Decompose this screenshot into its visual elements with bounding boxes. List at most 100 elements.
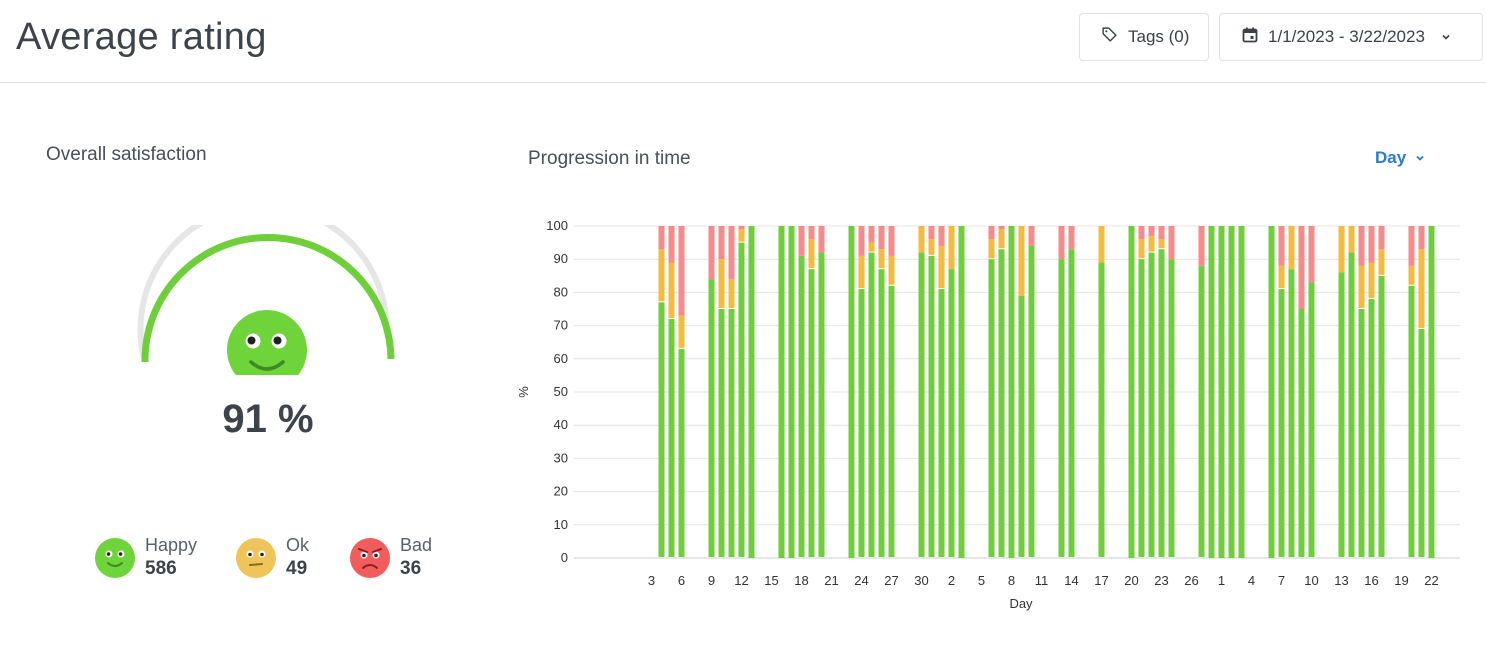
legend-bad-label: Bad (400, 535, 433, 555)
legend-happy: Happy 586 (95, 534, 197, 582)
x-tick-label: 6 (678, 573, 685, 588)
gauge-fill (141, 233, 395, 363)
bar-happy (888, 285, 895, 557)
bar-bad (708, 226, 715, 280)
bar-ok (1408, 265, 1415, 285)
bar-bad (878, 226, 885, 250)
happy-face-icon (95, 538, 135, 578)
x-tick-label: 1 (1218, 573, 1225, 588)
x-axis-label: Day (1009, 596, 1033, 611)
x-tick-label: 27 (884, 573, 898, 588)
x-tick-label: 17 (1094, 573, 1108, 588)
x-tick-label: 10 (1304, 573, 1318, 588)
bar-happy (1158, 249, 1165, 558)
x-tick-label: 16 (1364, 573, 1378, 588)
bar-happy (958, 226, 965, 558)
x-tick-label: 3 (648, 573, 655, 588)
bar-happy (1098, 262, 1105, 557)
bar-bad (1418, 226, 1425, 250)
page-title: Average rating (16, 16, 267, 58)
bar-ok (858, 255, 865, 289)
bar-happy (778, 226, 785, 558)
bar-happy (678, 348, 685, 557)
bar-bad (1358, 226, 1365, 266)
bar-bad (1158, 226, 1165, 240)
bar-happy (878, 269, 885, 557)
bar-happy (708, 279, 715, 557)
bar-happy (1198, 265, 1205, 557)
bar-happy (1298, 309, 1305, 557)
bar-happy (1278, 289, 1285, 557)
bar-bad (868, 226, 875, 243)
bar-ok (718, 259, 725, 308)
bar-bad (1378, 226, 1385, 250)
x-tick-label: 9 (708, 573, 715, 588)
bar-happy (1308, 282, 1315, 557)
bar-happy (1418, 328, 1425, 557)
x-tick-label: 23 (1154, 573, 1168, 588)
bar-happy (1018, 295, 1025, 557)
bar-bad (728, 226, 735, 280)
y-tick-label: 70 (554, 318, 568, 333)
bar-happy (728, 309, 735, 557)
bar-happy (1058, 259, 1065, 557)
bar-happy (848, 226, 855, 558)
bar-happy (1268, 226, 1275, 558)
neutral-face-icon (236, 538, 276, 578)
period-select[interactable]: Day (1375, 148, 1425, 168)
tags-filter-label: Tags (0) (1128, 27, 1190, 46)
bar-bad (718, 226, 725, 260)
x-tick-label: 8 (1008, 573, 1015, 588)
bar-bad (1298, 226, 1305, 309)
bar-ok (738, 229, 745, 242)
satisfaction-title: Overall satisfaction (46, 144, 207, 165)
bar-bad (988, 226, 995, 240)
bar-bad (658, 226, 665, 250)
y-tick-label: 90 (554, 251, 568, 266)
bar-bad (798, 226, 805, 256)
bar-ok (728, 279, 735, 308)
bar-bad (928, 226, 935, 240)
bar-bad (938, 226, 945, 246)
bar-happy (1288, 269, 1295, 557)
bar-happy (748, 226, 755, 558)
y-tick-label: 60 (554, 351, 568, 366)
bar-bad (1168, 226, 1175, 260)
bar-ok (918, 226, 925, 253)
bar-happy (808, 269, 815, 557)
bar-ok (888, 255, 895, 285)
bar-bad (1408, 226, 1415, 266)
bar-ok (1358, 265, 1365, 308)
bar-bad (1138, 226, 1145, 240)
bar-ok (928, 239, 935, 255)
bar-bad (1058, 226, 1065, 260)
x-tick-label: 22 (1424, 573, 1438, 588)
bar-happy (1008, 226, 1015, 558)
y-tick-label: 50 (554, 384, 568, 399)
progression-title: Progression in time (528, 148, 691, 169)
x-tick-label: 26 (1184, 573, 1198, 588)
bar-ok (1018, 226, 1025, 296)
x-tick-label: 12 (734, 573, 748, 588)
x-tick-label: 24 (854, 573, 868, 588)
bar-ok (678, 315, 685, 348)
bar-bad (1148, 226, 1155, 236)
bar-happy (928, 255, 935, 557)
satisfaction-gauge (130, 203, 406, 390)
y-tick-label: 10 (554, 517, 568, 532)
bar-happy (988, 259, 995, 557)
bar-happy (1348, 252, 1355, 557)
bar-happy (798, 255, 805, 557)
bar-happy (658, 302, 665, 557)
page-header: Average rating Tags (0) 1/1/2023 - 3/22/… (0, 0, 1486, 83)
bar-happy (1358, 309, 1365, 557)
bar-happy (1428, 226, 1435, 558)
bar-bad (818, 226, 825, 253)
tags-filter-button[interactable]: Tags (0) (1079, 13, 1209, 61)
legend-ok-label: Ok (286, 535, 310, 555)
x-tick-label: 19 (1394, 573, 1408, 588)
x-tick-label: 2 (948, 573, 955, 588)
date-range-picker[interactable]: 1/1/2023 - 3/22/2023 (1219, 13, 1483, 61)
bar-happy (1408, 285, 1415, 557)
bar-ok (988, 239, 995, 259)
